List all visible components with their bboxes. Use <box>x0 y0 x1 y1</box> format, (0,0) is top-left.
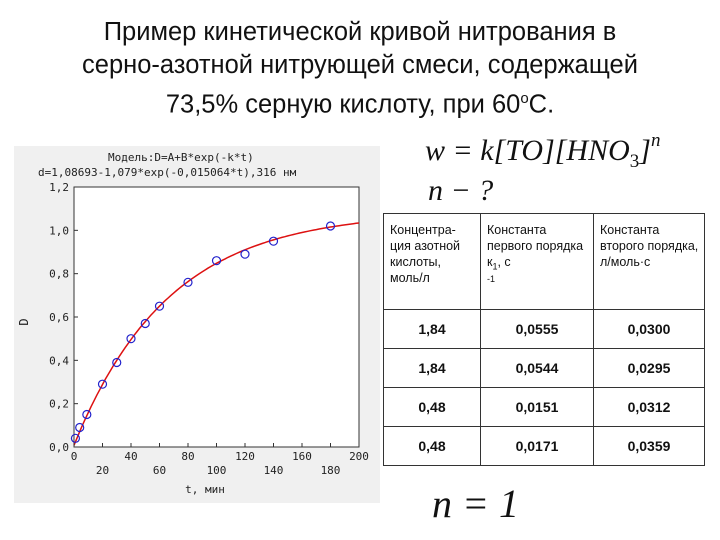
y-tick-label: 0,6 <box>49 311 69 324</box>
plot-area <box>73 186 360 448</box>
rate-constants-table: Концентра-ция азотной кислоты, моль/л Ко… <box>383 213 705 466</box>
data-point <box>112 357 122 368</box>
cell-k1: 0,0555 <box>480 309 594 349</box>
x-tick-label: 40 <box>124 450 137 463</box>
title-line-3-end: С. <box>528 90 555 119</box>
cell-k2: 0,0295 <box>593 348 705 388</box>
y-tick-label: 0,0 <box>49 441 69 454</box>
cell-k1: 0,0151 <box>480 387 594 427</box>
header-first-order-exp: -1 <box>487 273 496 284</box>
data-point <box>325 221 336 231</box>
data-point <box>154 301 165 311</box>
x-axis-label: t, мин <box>185 483 225 496</box>
cell-concentration: 0,48 <box>383 426 481 466</box>
rate-equation: w = k[TO][HNO3]n <box>425 130 660 172</box>
data-point <box>82 409 92 420</box>
cell-concentration: 1,84 <box>383 309 481 349</box>
header-first-order-text: Константа первого порядка к <box>487 223 584 269</box>
kinetic-curve-chart: Модель:D=A+B*exp(-k*t) d=1,08693-1,079*e… <box>14 146 380 503</box>
cell-k2: 0,0300 <box>593 309 705 349</box>
table-row: 0,48 0,0171 0,0359 <box>383 426 705 466</box>
data-point <box>70 433 81 443</box>
title-line-1: Пример кинетической кривой нитрования в <box>103 18 617 46</box>
header-first-order: Константа первого порядка к1, с -1 <box>480 213 594 310</box>
table-row: 1,84 0,0544 0,0295 <box>383 348 705 388</box>
header-concentration-text: Концентра-ция азотной кислоты, моль/л <box>390 223 461 285</box>
data-point <box>183 277 193 287</box>
y-tick-label: 0,2 <box>49 398 69 411</box>
x-tick-label: 120 <box>235 450 255 463</box>
formula-exponent: n <box>650 130 661 151</box>
header-first-order-unit: , с <box>497 255 511 269</box>
cell-k1: 0,0171 <box>480 426 594 466</box>
chart-fit-text: d=1,08693-1,079*exp(-0,015064*t),316 нм <box>38 166 297 179</box>
data-point <box>211 256 222 266</box>
data-point <box>75 422 85 433</box>
y-axis-label: D <box>17 318 31 325</box>
y-tick-label: 1,0 <box>49 224 69 237</box>
cell-k2: 0,0312 <box>593 387 705 427</box>
formula-brackets: [TO][HNO <box>493 134 630 167</box>
data-point <box>268 236 279 246</box>
title-line-3: 73,5% серную кислоту, при 60 <box>165 90 521 119</box>
cell-concentration: 0,48 <box>383 387 481 427</box>
formula-equals: = <box>445 134 481 167</box>
table-row: 1,84 0,0555 0,0300 <box>383 309 705 349</box>
fit-curve <box>73 222 360 446</box>
title-line-2: серно-азотной нитрующей смеси, содержаще… <box>82 51 638 79</box>
slide-title: Пример кинетической кривой нитрования в … <box>10 16 710 122</box>
x-tick-label: 180 <box>321 464 341 477</box>
y-tick-label: 0,8 <box>49 268 69 281</box>
data-point <box>240 249 250 259</box>
x-tick-label: 160 <box>292 450 312 463</box>
table-row: 0,48 0,0151 0,0312 <box>383 387 705 427</box>
x-tick-label: 0 <box>71 450 78 463</box>
x-tick-label: 20 <box>96 464 109 477</box>
formula-k: k <box>480 134 494 167</box>
x-tick-label: 100 <box>207 464 227 477</box>
header-second-order: Константа второго порядка, л/моль·с <box>593 213 705 310</box>
data-point <box>126 334 136 344</box>
cell-k2: 0,0359 <box>593 426 705 466</box>
header-second-order-text: Константа второго порядка, л/моль·с <box>600 223 699 269</box>
x-tick-label: 200 <box>349 450 369 463</box>
table-header-row: Концентра-ция азотной кислоты, моль/л Ко… <box>383 213 705 310</box>
formula-w: w <box>425 134 446 167</box>
x-tick-label: 60 <box>153 464 166 477</box>
order-result: n = 1 <box>432 481 519 526</box>
degree-mark: о <box>520 90 529 107</box>
x-axis-ticks: 0 40 80 120 160 200 20 60 100 140 180 <box>71 443 369 477</box>
y-tick-label: 0,4 <box>49 354 69 367</box>
formula-close: ] <box>639 134 651 167</box>
cell-concentration: 1,84 <box>383 348 481 388</box>
data-points <box>70 221 336 443</box>
order-question: n − ? <box>428 174 494 207</box>
header-first-order-sub: 1 <box>492 261 498 272</box>
data-point <box>140 318 150 329</box>
chart-model-text: Модель:D=A+B*exp(-k*t) <box>108 151 254 164</box>
x-tick-label: 80 <box>181 450 194 463</box>
data-point <box>97 379 108 389</box>
formula-subscript: 3 <box>629 151 640 172</box>
cell-k1: 0,0544 <box>480 348 594 388</box>
header-concentration: Концентра-ция азотной кислоты, моль/л <box>383 213 481 310</box>
y-axis-ticks: 0,0 0,2 0,4 0,6 0,8 1,0 1,2 <box>49 181 78 454</box>
y-tick-label: 1,2 <box>49 181 69 194</box>
x-tick-label: 140 <box>264 464 284 477</box>
